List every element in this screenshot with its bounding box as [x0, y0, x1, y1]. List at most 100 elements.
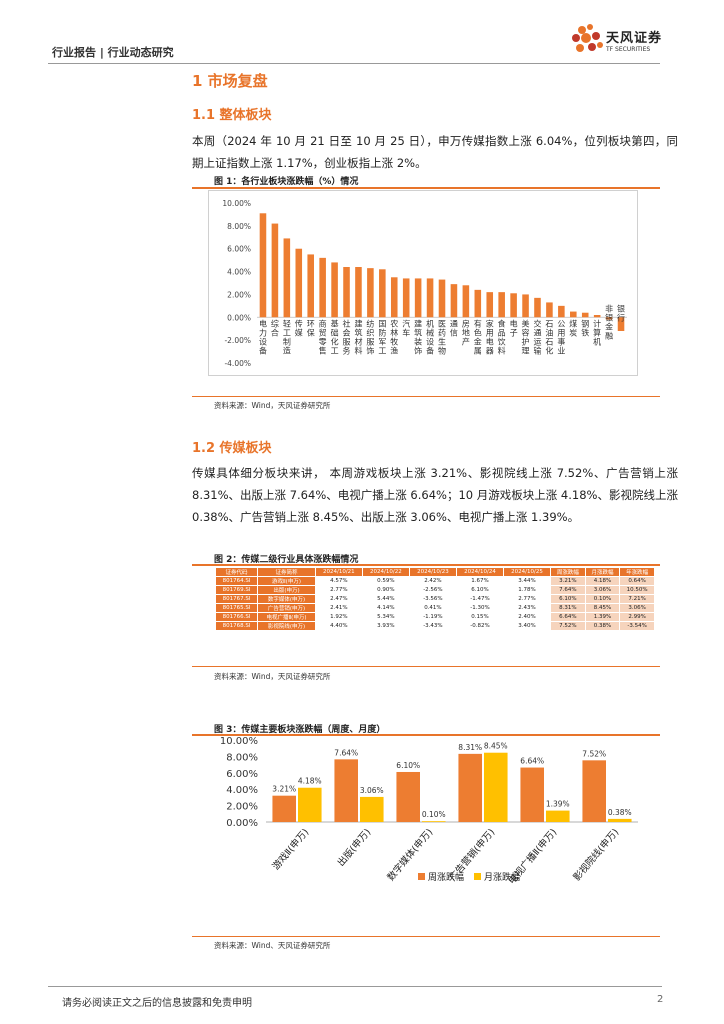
table-cell: 数字媒体(申万): [257, 594, 316, 604]
table-cell: 4.18%: [584, 576, 621, 586]
table-cell: 2.77%: [502, 594, 552, 604]
table-cell: 0.15%: [455, 612, 505, 622]
table-cell: 6.10%: [550, 594, 586, 604]
fig1-source: 资料来源：Wind，天风证券研究所: [214, 401, 331, 410]
table-cell: 801768.SI: [214, 621, 259, 631]
fig1-ytick-label: -4.00%: [224, 359, 251, 368]
table-header-cell: 年涨跌幅: [619, 567, 655, 577]
fig1-bar: [283, 238, 291, 318]
table-row: 801767.SI 数字媒体(申万) 2.47% 5.44% -3.56% -1.47% 2…: [214, 594, 655, 604]
fig1-category-label: 交通运输: [533, 318, 541, 355]
fig1-bottom-rule: [192, 396, 660, 397]
table-cell: 7.52%: [550, 621, 586, 631]
table-cell: 2.42%: [408, 576, 457, 586]
logo-en-text: TF SECURITIES: [606, 46, 651, 53]
fig3-bar: [458, 753, 482, 822]
table-cell: 7.64%: [550, 585, 586, 595]
table-cell: 6.10%: [455, 585, 505, 595]
table-cell: 801766.SI: [214, 612, 259, 622]
fig3-category-label: 影视院线(申万): [571, 826, 622, 883]
fig1-bar-chart: -4.00% -2.00% 0.00% 2.00% 4.00% 6.00% 8.00% 10.…: [222, 199, 627, 368]
table-cell: 1.67%: [455, 576, 505, 586]
fig3-bar: [608, 818, 632, 822]
fig3-data-label: 0.10%: [422, 810, 446, 819]
fig1-title: 图 1：各行业板块涨跌幅（%）情况: [214, 177, 359, 187]
fig1-bar: [558, 305, 565, 318]
fig1-ytick-label: 6.00%: [227, 245, 251, 254]
table-cell: 801765.SI: [214, 603, 259, 613]
fig1-category-label: 有色金属: [474, 318, 482, 355]
fig1-bar: [295, 248, 303, 318]
fig3-ytick-label: 10.00%: [220, 736, 258, 747]
table-cell: 2.77%: [314, 585, 363, 595]
fig1-ytick-label: 4.00%: [227, 268, 251, 277]
fig1-bar: [438, 279, 446, 318]
fig1-ytick-label: 0.00%: [227, 313, 251, 322]
fig1-bar: [546, 302, 553, 318]
table-row: 801764.SI 游戏Ⅱ(申万) 4.57% 0.59% 2.42% 1.67% 3.44…: [214, 576, 655, 586]
fig1-bar: [510, 293, 517, 318]
table-header-cell: 2024/10/21: [314, 567, 363, 577]
fig1-category-label: 医药生物: [438, 319, 446, 355]
fig1-category-label: 环保: [307, 319, 315, 337]
fig1-category-label: 计算机: [593, 318, 601, 346]
fig3-category-label: 出版(申万): [335, 826, 373, 869]
fig1-bar: [522, 294, 529, 318]
table-row: 801766.SI 电视广播Ⅱ(申万) 1.92% 5.34% -1.19% 0.15% 2…: [214, 612, 655, 622]
fig1-bar: [605, 317, 613, 320]
table-cell: 电视广播Ⅱ(申万): [257, 612, 316, 622]
table-cell: 游戏Ⅱ(申万): [257, 576, 316, 586]
table-cell: -0.82%: [455, 621, 505, 631]
table-cell: 2.43%: [502, 603, 552, 613]
table-cell: 2.40%: [502, 612, 552, 622]
fig3-data-label: 1.39%: [546, 800, 570, 809]
fig3-title: 图 3：传媒主要板块涨跌幅（周度、月度）: [214, 725, 386, 735]
fig3-data-label: 8.45%: [484, 742, 508, 751]
fig3-data-label: 6.10%: [396, 761, 420, 770]
fig2-top-rule: [192, 564, 660, 566]
fig1-bar: [343, 267, 350, 318]
table-cell: 出版(申万): [257, 585, 316, 595]
table-cell: -3.43%: [408, 621, 457, 631]
fig1-bar: [486, 292, 494, 318]
table-cell: 3.06%: [619, 603, 655, 613]
fig1-category-label: 石油石化: [545, 319, 553, 355]
fig1-category-label: 美容护理: [522, 318, 530, 355]
fig3-bar-chart: 0.00% 2.00% 4.00% 6.00% 8.00% 10.00% 3.21%4.18…: [220, 736, 638, 887]
fig2-title: 图 2：传媒二级行业具体涨跌幅情况: [214, 555, 359, 565]
fig2-source: 资料来源：Wind，天风证券研究所: [214, 672, 331, 681]
fig1-bar: [498, 292, 505, 318]
fig3-bar: [334, 759, 358, 822]
fig1-category-label: 食品饮料: [498, 318, 506, 355]
tf-securities-logo-icon: [572, 24, 603, 52]
fig1-bar: [426, 278, 434, 318]
table-cell: -3.56%: [408, 594, 457, 604]
fig1-category-label: 国防军工: [378, 319, 386, 355]
fig1-category-label: 综合: [271, 318, 279, 337]
table-header-cell: 2024/10/25: [502, 567, 552, 577]
fig3-data-label: 8.31%: [458, 743, 482, 752]
fig2-table: 证券代码 证券简称 2024/10/21 2024/10/22 2024/10/…: [214, 567, 655, 631]
table-header-row: 证券代码 证券简称 2024/10/21 2024/10/22 2024/10/…: [214, 567, 655, 577]
fig3-top-rule: [192, 734, 660, 736]
table-cell: 8.31%: [550, 603, 586, 613]
table-cell: 2.41%: [314, 603, 363, 613]
fig1-top-rule: [192, 187, 660, 189]
fig1-category-label: 商贸零售: [319, 318, 327, 355]
fig1-bar: [462, 285, 470, 318]
table-header-cell: 证券简称: [257, 567, 316, 577]
fig3-ytick-label: 8.00%: [226, 752, 258, 763]
fig1-bar: [474, 289, 482, 318]
logo-cn-text: 天风证券: [606, 31, 663, 46]
fig1-ytick-label: -2.00%: [224, 336, 251, 345]
fig3-bar: [422, 821, 446, 822]
fig1-category-label: 建筑装饰: [414, 318, 422, 355]
fig1-category-label: 公用事业: [557, 319, 565, 355]
fig3-data-label: 4.18%: [298, 777, 322, 786]
table-header-cell: 2024/10/22: [361, 567, 410, 577]
table-cell: 801769.SI: [214, 585, 259, 595]
fig1-bar: [307, 254, 314, 318]
fig3-bar: [546, 810, 570, 822]
fig1-category-label: 钢铁: [581, 318, 589, 337]
report-type-label: 行业报告 | 行业动态研究: [52, 46, 174, 59]
